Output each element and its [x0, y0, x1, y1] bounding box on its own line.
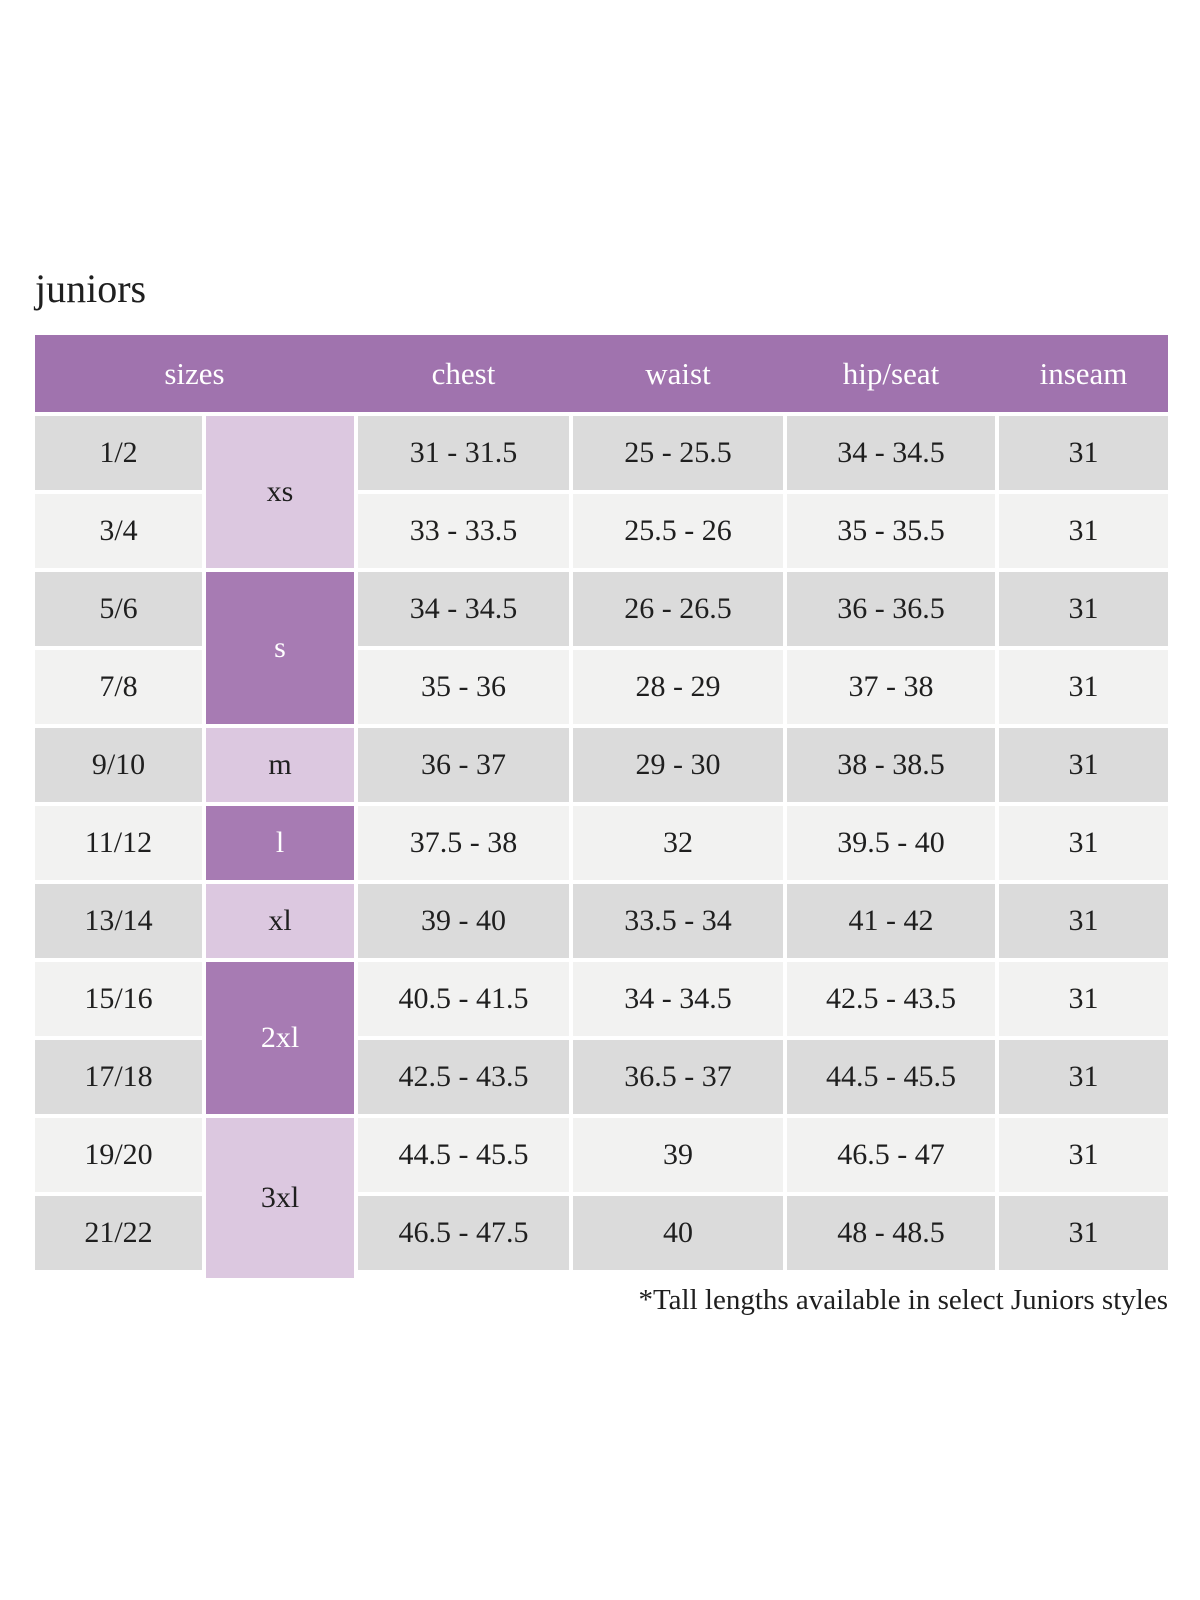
chest-cell: 46.5 - 47.5 — [358, 1196, 569, 1270]
size-chart-table: sizes chest waist hip/seat inseam 1/2 31 … — [35, 335, 1168, 1278]
chest-cell: 34 - 34.5 — [358, 572, 569, 646]
chest-cell: 33 - 33.5 — [358, 494, 569, 568]
waist-cell: 36.5 - 37 — [573, 1040, 783, 1114]
hip-seat-cell: 34 - 34.5 — [787, 416, 995, 490]
chest-cell: 35 - 36 — [358, 650, 569, 724]
size-cell: 17/18 — [35, 1040, 202, 1114]
inseam-cell: 31 — [999, 1118, 1168, 1192]
hip-seat-cell: 41 - 42 — [787, 884, 995, 958]
hip-seat-cell: 48 - 48.5 — [787, 1196, 995, 1270]
header-cell-waist: waist — [645, 355, 711, 391]
tall-lengths-footnote: *Tall lengths available in select Junior… — [638, 1284, 1168, 1316]
chest-cell: 44.5 - 45.5 — [358, 1118, 569, 1192]
inseam-cell: 31 — [999, 806, 1168, 880]
chest-cell: 36 - 37 — [358, 728, 569, 802]
waist-cell: 39 — [573, 1118, 783, 1192]
letter-size-cell-3xl: 3xl — [206, 1118, 354, 1278]
inseam-cell: 31 — [999, 572, 1168, 646]
hip-seat-cell: 46.5 - 47 — [787, 1118, 995, 1192]
letter-size-cell-s: s — [206, 572, 354, 724]
hip-seat-cell: 36 - 36.5 — [787, 572, 995, 646]
page-title: juniors — [35, 266, 147, 311]
waist-cell: 32 — [573, 806, 783, 880]
waist-cell: 34 - 34.5 — [573, 962, 783, 1036]
chest-cell: 37.5 - 38 — [358, 806, 569, 880]
inseam-cell: 31 — [999, 1196, 1168, 1270]
hip-seat-cell: 37 - 38 — [787, 650, 995, 724]
hip-seat-cell: 42.5 - 43.5 — [787, 962, 995, 1036]
size-cell: 3/4 — [35, 494, 202, 568]
inseam-cell: 31 — [999, 494, 1168, 568]
header-cell-chest: chest — [431, 355, 496, 391]
letter-size-cell-xs: xs — [206, 416, 354, 568]
waist-cell: 25 - 25.5 — [573, 416, 783, 490]
size-cell: 21/22 — [35, 1196, 202, 1270]
inseam-cell: 31 — [999, 884, 1168, 958]
size-cell: 15/16 — [35, 962, 202, 1036]
chest-cell: 40.5 - 41.5 — [358, 962, 569, 1036]
letter-size-cell-xl: xl — [206, 884, 354, 958]
size-chart-header-row: sizes chest waist hip/seat inseam — [35, 335, 1168, 412]
inseam-cell: 31 — [999, 1040, 1168, 1114]
size-cell: 13/14 — [35, 884, 202, 958]
hip-seat-cell: 44.5 - 45.5 — [787, 1040, 995, 1114]
size-cell: 11/12 — [35, 806, 202, 880]
size-cell: 1/2 — [35, 416, 202, 490]
waist-cell: 29 - 30 — [573, 728, 783, 802]
waist-cell: 26 - 26.5 — [573, 572, 783, 646]
chest-cell: 42.5 - 43.5 — [358, 1040, 569, 1114]
letter-size-cell-m: m — [206, 728, 354, 802]
chest-cell: 31 - 31.5 — [358, 416, 569, 490]
inseam-cell: 31 — [999, 416, 1168, 490]
header-cell-sizes: sizes — [164, 355, 225, 391]
waist-cell: 28 - 29 — [573, 650, 783, 724]
header-cell-inseam: inseam — [1039, 355, 1128, 391]
header-cell-hip-seat: hip/seat — [842, 355, 940, 391]
size-cell: 7/8 — [35, 650, 202, 724]
size-chart-body: 1/2 31 - 31.5 25 - 25.5 34 - 34.5 31 3/4 33 - … — [35, 416, 1168, 1278]
inseam-cell: 31 — [999, 728, 1168, 802]
size-cell: 5/6 — [35, 572, 202, 646]
letter-size-cell-l: l — [206, 806, 354, 880]
inseam-cell: 31 — [999, 962, 1168, 1036]
waist-cell: 33.5 - 34 — [573, 884, 783, 958]
size-cell: 9/10 — [35, 728, 202, 802]
chest-cell: 39 - 40 — [358, 884, 569, 958]
hip-seat-cell: 35 - 35.5 — [787, 494, 995, 568]
inseam-cell: 31 — [999, 650, 1168, 724]
letter-size-cell-2xl: 2xl — [206, 962, 354, 1114]
hip-seat-cell: 39.5 - 40 — [787, 806, 995, 880]
hip-seat-cell: 38 - 38.5 — [787, 728, 995, 802]
waist-cell: 25.5 - 26 — [573, 494, 783, 568]
size-cell: 19/20 — [35, 1118, 202, 1192]
waist-cell: 40 — [573, 1196, 783, 1270]
